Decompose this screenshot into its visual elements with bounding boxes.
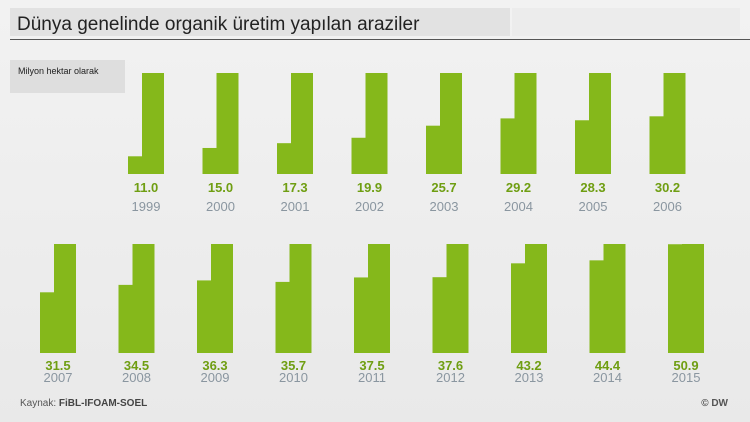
data-label: 30.2 [655, 180, 680, 195]
bar-2002: 19.9 2002 [351, 73, 388, 214]
bar-reference-column [291, 73, 313, 174]
bar-reference-column [525, 244, 547, 353]
year-label: 2004 [504, 199, 533, 214]
year-label: 2003 [430, 199, 459, 214]
bar-value-block [575, 120, 590, 174]
year-label: 2008 [122, 370, 151, 385]
data-label: 29.2 [506, 180, 531, 195]
data-label: 50.9 [673, 358, 698, 373]
unit-label: Milyon hektar olarak [18, 66, 99, 76]
bar-value-block [118, 284, 133, 353]
year-label: 2006 [653, 199, 682, 214]
bar-value-block [511, 263, 526, 353]
data-label: 34.5 [124, 358, 149, 373]
bar-reference-column [211, 244, 233, 353]
bar-value-block [351, 137, 366, 174]
title-divider [10, 39, 750, 40]
bar-value-block [589, 260, 604, 353]
bar-value-block [277, 143, 292, 174]
data-label: 25.7 [431, 180, 456, 195]
year-label: 2013 [515, 370, 544, 385]
data-label: 44.4 [595, 358, 621, 373]
bar-value-block [432, 277, 447, 353]
bar-reference-column [446, 244, 469, 353]
bar-reference-column [365, 73, 388, 174]
data-label: 43.2 [516, 358, 541, 373]
bar-2006: 30.2 2006 [649, 73, 686, 214]
bar-value-block [40, 292, 55, 353]
source-prefix: Kaynak: [20, 398, 57, 409]
data-label: 15.0 [208, 180, 233, 195]
year-label: 2014 [593, 370, 622, 385]
year-label: 2012 [436, 370, 465, 385]
data-label: 17.3 [282, 180, 307, 195]
data-label: 19.9 [357, 180, 382, 195]
bar-value-block [426, 125, 441, 174]
bar-reference-column [54, 244, 76, 353]
source-note: Kaynak: FiBL-IFOAM-SOEL [20, 398, 147, 409]
bar-reference-column [289, 244, 312, 353]
bar-2003: 25.7 2003 [426, 73, 462, 214]
title-bar-extension [512, 8, 740, 36]
bar-value-block [128, 156, 143, 174]
bar-value-block [649, 116, 664, 174]
year-label: 2002 [355, 199, 384, 214]
bar-reference-column [132, 244, 155, 353]
unit-label-box [10, 60, 125, 93]
data-label: 31.5 [45, 358, 70, 373]
year-label: 2010 [279, 370, 308, 385]
bar-reference-column [514, 73, 537, 174]
bar-2005: 28.3 2005 [575, 73, 611, 214]
year-label: 2001 [281, 199, 310, 214]
year-label: 2005 [579, 199, 608, 214]
year-label: 2009 [201, 370, 230, 385]
data-label: 28.3 [580, 180, 605, 195]
bar-1999: 11.0 1999 [128, 73, 164, 214]
data-label: 37.6 [438, 358, 463, 373]
bar-reference-column [142, 73, 164, 174]
bar-reference-column [440, 73, 462, 174]
year-label: 2007 [44, 370, 73, 385]
bar-reference-column [603, 244, 626, 353]
data-label: 36.3 [202, 358, 227, 373]
bar-reference-column [682, 244, 704, 353]
bar-reference-column [589, 73, 611, 174]
year-label: 2011 [358, 370, 386, 385]
bar-value-block [197, 280, 212, 353]
bar-reference-column [216, 73, 239, 174]
bar-value-block [500, 118, 515, 174]
title-bar-background [10, 8, 510, 36]
bar-2000: 15.0 2000 [202, 73, 239, 214]
bar-value-block [668, 244, 683, 353]
bar-value-block [202, 147, 217, 174]
data-label: 35.7 [281, 358, 306, 373]
bar-reference-column [663, 73, 686, 174]
bar-value-block [354, 277, 369, 353]
chart-title: Dünya genelinde organik üretim yapılan a… [17, 14, 420, 35]
bar-2001: 17.3 2001 [277, 73, 313, 214]
dw-credit: © DW [701, 398, 728, 409]
year-label: 2015 [672, 370, 701, 385]
source-name: FiBL-IFOAM-SOEL [58, 398, 148, 409]
bar-reference-column [368, 244, 390, 353]
year-label: 1999 [132, 199, 161, 214]
bar-value-block [275, 281, 290, 353]
data-label: 11.0 [134, 180, 159, 195]
year-label: 2000 [206, 199, 235, 214]
data-label: 37.5 [359, 358, 384, 373]
bar-2004: 29.2 2004 [500, 73, 537, 214]
